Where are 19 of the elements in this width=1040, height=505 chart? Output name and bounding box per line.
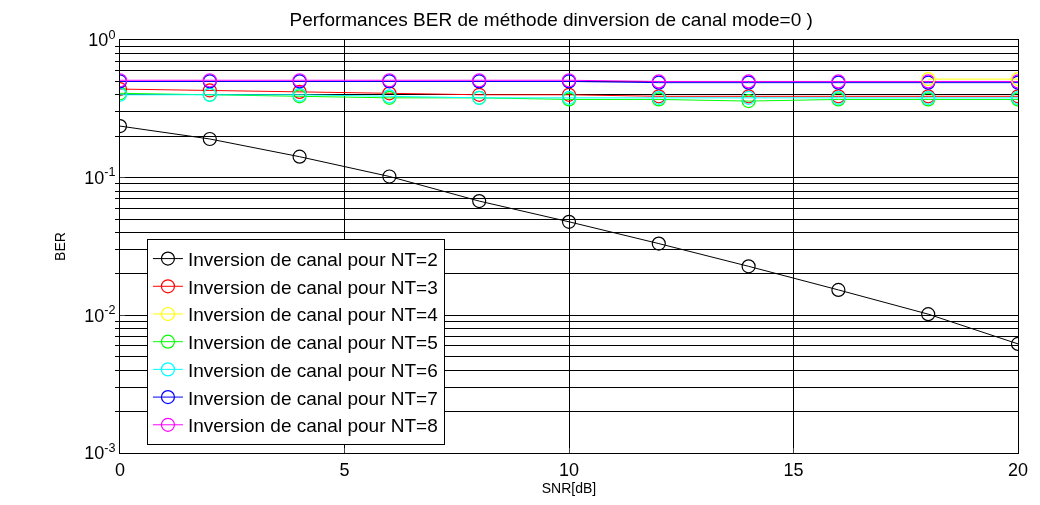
legend-label: Inversion de canal pour NT=7 bbox=[187, 387, 438, 409]
chart-title: Performances BER de méthode dinversion de canal mode=0 ) bbox=[289, 8, 813, 30]
y-axis-title: BER bbox=[51, 232, 68, 261]
x-tick-label: 20 bbox=[1007, 459, 1029, 480]
x-tick-label: 5 bbox=[339, 459, 350, 480]
x-tick-label: 10 bbox=[558, 459, 580, 480]
x-axis-title: SNR[dB] bbox=[541, 479, 597, 496]
y-tick-label: 10$^{-1}$ bbox=[84, 165, 116, 188]
y-tick-label: 10$^{-3}$ bbox=[84, 440, 116, 464]
legend-label: Inversion de canal pour NT=8 bbox=[187, 415, 438, 437]
legend-label: Inversion de canal pour NT=2 bbox=[187, 249, 438, 270]
legend-label: Inversion de canal pour NT=6 bbox=[187, 359, 438, 381]
y-tick-label: 10$^{-2}$ bbox=[84, 303, 116, 326]
x-tick-label: 15 bbox=[783, 459, 804, 480]
legend-label: Inversion de canal pour NT=4 bbox=[187, 304, 439, 326]
legend-label: Inversion de canal pour NT=5 bbox=[187, 332, 438, 354]
legend-label: Inversion de canal pour NT=3 bbox=[187, 276, 438, 298]
x-tick-label: 0 bbox=[114, 459, 126, 480]
y-tick-label: 10$^{0}$ bbox=[88, 27, 116, 51]
